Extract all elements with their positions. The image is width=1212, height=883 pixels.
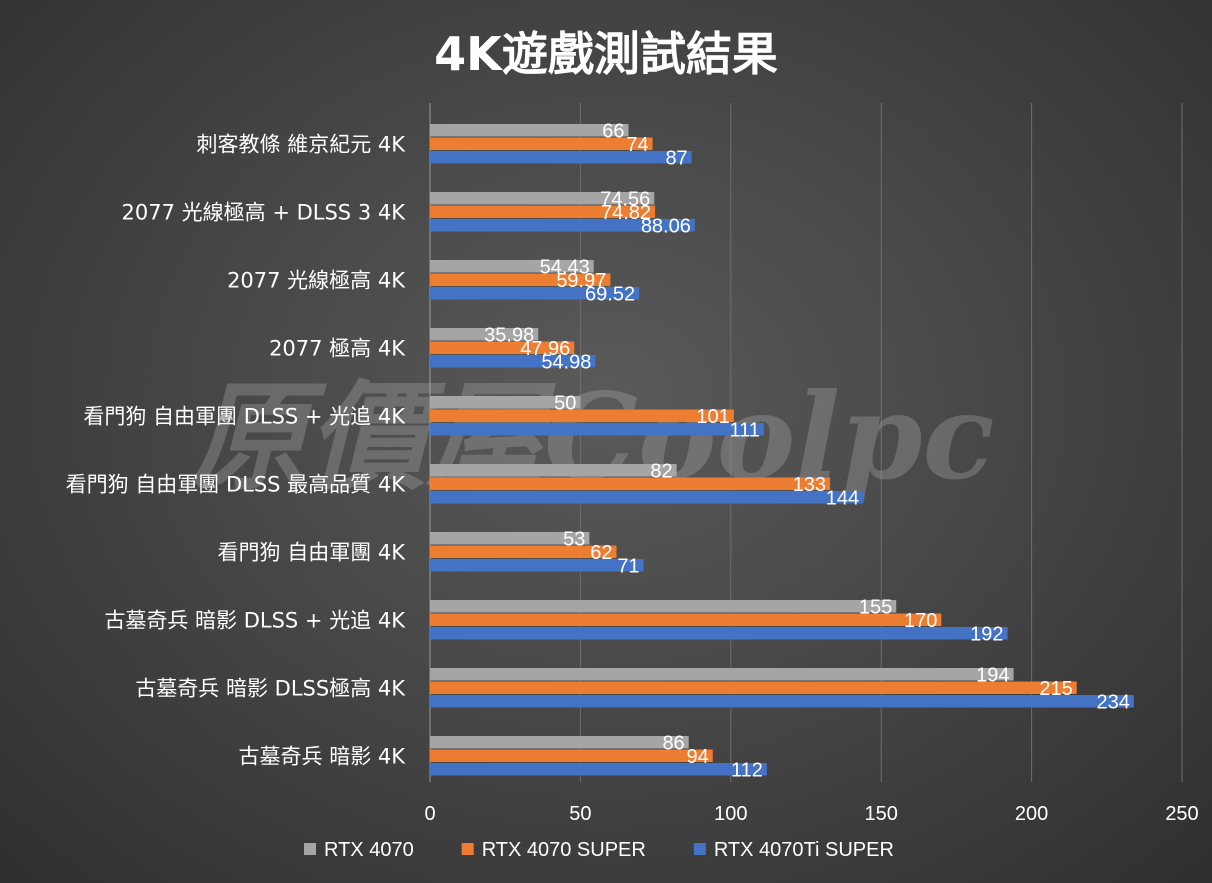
category-label: 古墓奇兵 暗影 DLSS極高 4K: [135, 676, 406, 700]
bar: [430, 477, 831, 490]
bar: [430, 681, 1077, 694]
data-label: 111: [729, 419, 759, 441]
data-label: 144: [826, 487, 859, 509]
bar: [430, 151, 692, 164]
data-label: 74.56: [600, 188, 650, 210]
legend-swatch: [304, 843, 316, 855]
category-label: 2077 極高 4K: [269, 336, 406, 360]
category-label: 看門狗 自由軍團 DLSS + 光追 4K: [83, 404, 406, 428]
data-label: 47.96: [520, 338, 570, 360]
bar: [430, 328, 539, 341]
bar: [430, 749, 713, 762]
legend-label: RTX 4070Ti SUPER: [714, 839, 894, 861]
legend: RTX 4070 RTX 4070 SUPER RTX 4070Ti SUPER: [304, 839, 894, 861]
data-label: 101: [696, 406, 729, 428]
bar: [430, 491, 864, 504]
bar: [430, 273, 611, 286]
chart-title: 4K遊戲測試結果: [434, 27, 778, 81]
data-label: 88.06: [641, 215, 691, 237]
data-label: 54.98: [541, 351, 591, 373]
data-label: 194: [976, 664, 1009, 686]
bar: [430, 396, 581, 409]
bar: [430, 409, 734, 422]
bar: [430, 287, 640, 300]
data-label: 53: [563, 528, 585, 550]
legend-swatch: [461, 843, 474, 855]
data-label: 74.82: [601, 202, 651, 224]
data-label: 133: [793, 474, 826, 496]
legend-label: RTX 4070: [324, 839, 414, 861]
data-label: 86: [662, 732, 684, 754]
bar: [430, 532, 590, 545]
data-label: 170: [904, 610, 937, 632]
bar: [430, 341, 575, 354]
data-label: 87: [665, 147, 687, 169]
category-labels: 刺客教條 維京紀元 4K 2077 光線極高 + DLSS 3 4K 2077 光線…: [66, 132, 407, 768]
bar: [430, 668, 1014, 681]
bar: [430, 545, 617, 558]
bar: [430, 763, 767, 776]
x-axis-ticks: 0 50 100 150 200 250: [424, 803, 1198, 825]
bar: [430, 600, 897, 613]
x-tick-label: 150: [865, 803, 898, 825]
x-tick-label: 100: [714, 803, 747, 825]
category-label: 看門狗 自由軍團 DLSS 最高品質 4K: [66, 472, 407, 496]
data-label: 94: [687, 746, 709, 768]
category-label: 看門狗 自由軍團 4K: [218, 540, 407, 564]
data-label: 69.52: [585, 283, 635, 305]
data-label: 215: [1039, 678, 1072, 700]
data-label: 155: [859, 596, 892, 618]
category-label: 古墓奇兵 暗影 DLSS + 光追 4K: [104, 608, 406, 632]
data-label: 54.43: [540, 256, 590, 278]
bars: [430, 124, 1134, 776]
x-tick-label: 0: [424, 803, 435, 825]
data-label: 82: [650, 460, 672, 482]
legend-label: RTX 4070 SUPER: [482, 839, 646, 861]
bar: [430, 736, 689, 749]
bar: [430, 260, 594, 273]
bar: [430, 137, 653, 150]
data-label: 112: [731, 759, 763, 781]
bar: [430, 219, 695, 232]
data-label: 71: [617, 555, 639, 577]
data-label: 59.97: [556, 270, 606, 292]
bar: [430, 124, 629, 137]
bar: [430, 613, 942, 626]
bar: [430, 627, 1008, 640]
category-label: 古墓奇兵 暗影 4K: [239, 744, 407, 768]
x-tick-label: 50: [569, 803, 591, 825]
legend-swatch: [693, 843, 706, 855]
bar: [430, 695, 1134, 708]
data-label: 66: [602, 120, 624, 142]
category-label: 2077 光線極高 4K: [227, 268, 406, 292]
data-label: 35.98: [484, 324, 534, 346]
bar: [430, 205, 656, 218]
bar: [430, 464, 677, 477]
category-label: 2077 光線極高 + DLSS 3 4K: [122, 200, 407, 224]
data-label: 234: [1096, 691, 1129, 713]
bar: [430, 355, 596, 368]
data-label: 192: [970, 623, 1003, 645]
data-label: 74: [626, 134, 648, 156]
data-label: 62: [590, 542, 612, 564]
data-label: 50: [554, 392, 576, 414]
x-tick-label: 200: [1015, 803, 1048, 825]
bar: [430, 423, 764, 436]
category-label: 刺客教條 維京紀元 4K: [197, 132, 407, 156]
bar: [430, 559, 644, 572]
bar: [430, 192, 655, 205]
x-tick-label: 250: [1165, 803, 1198, 825]
